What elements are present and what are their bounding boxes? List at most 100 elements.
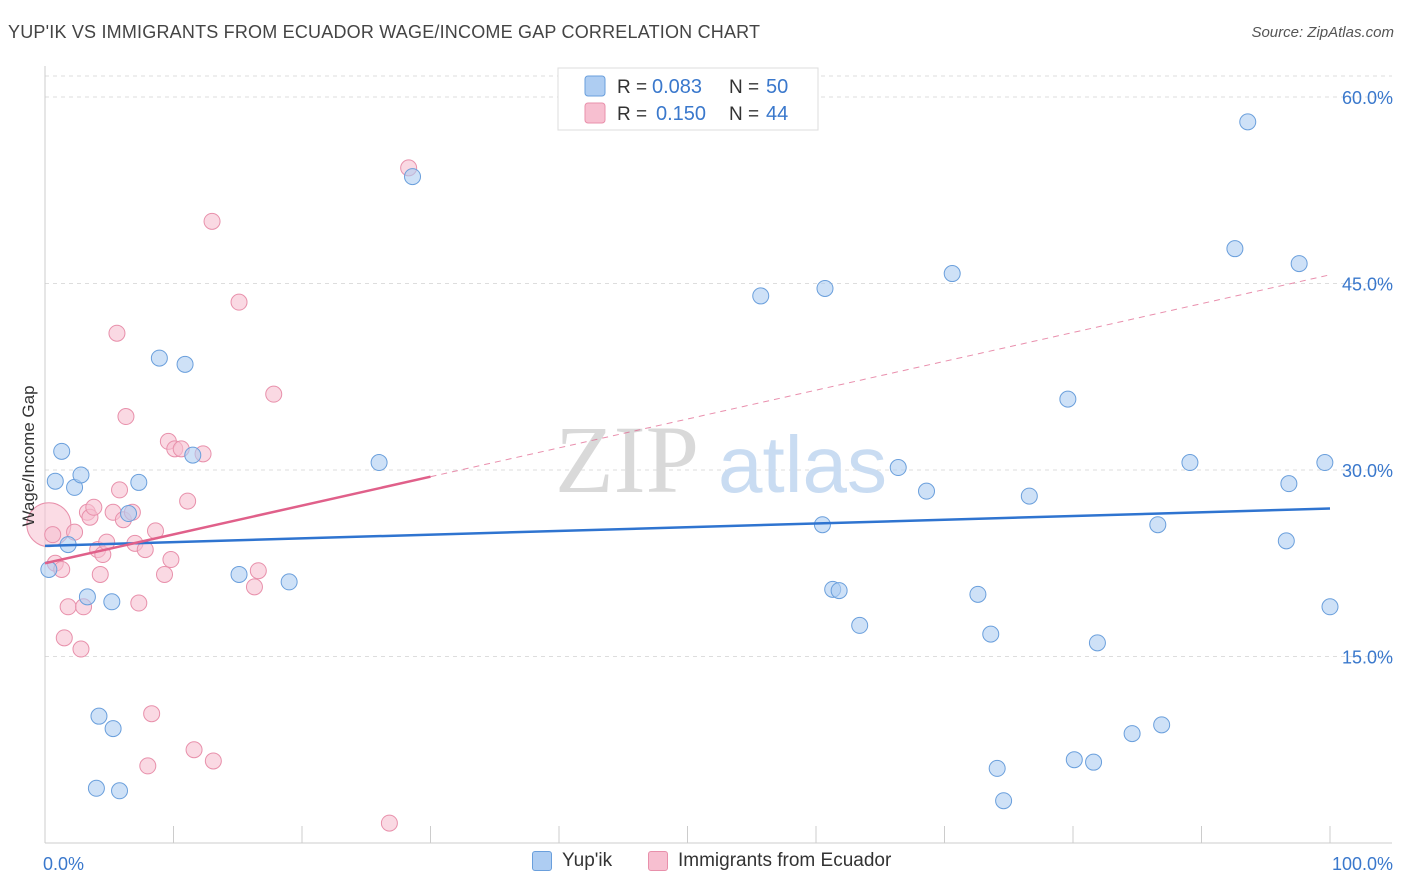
series-yupik-points (40, 113, 1339, 810)
yupik-point (87, 779, 105, 797)
legend-top: R = 0.083 N = 50 R = 0.150 N = 44 (557, 67, 819, 131)
yupik-point (1290, 255, 1308, 273)
legend-n-value-yupik: 50 (766, 76, 788, 98)
legend-bottom-label-yupik: Yup'ik (562, 850, 613, 871)
legend-n-label-ecuador: N = (729, 104, 759, 125)
yupik-point (1277, 532, 1295, 550)
legend-swatch-yupik (584, 75, 606, 97)
source-credit: Source: ZipAtlas.com (1251, 24, 1394, 41)
legend-bottom-item-ecuador: Immigrants from Ecuador (648, 850, 891, 872)
axes (44, 66, 1392, 844)
ecuador-point (117, 408, 135, 426)
legend-r-value-ecuador: 0.150 (656, 103, 706, 125)
ecuador-point (59, 598, 77, 616)
trend-lines (44, 274, 1331, 565)
ecuador-point (55, 629, 73, 647)
yupik-point (1226, 240, 1244, 258)
yupik-point (280, 573, 298, 591)
yupik-point (851, 616, 869, 634)
ecuador-trend-line-solid (44, 475, 431, 565)
ecuador-point (111, 481, 129, 499)
ecuador-point (203, 212, 221, 230)
yupik-point (40, 560, 58, 578)
yupik-point (1149, 516, 1167, 534)
yupik-point (1059, 390, 1077, 408)
yupik-point (1085, 753, 1103, 771)
ecuador-point (245, 578, 263, 596)
yupik-point (813, 516, 831, 534)
gridlines (45, 75, 1392, 657)
yupik-point (104, 720, 122, 738)
legend-r-value-yupik: 0.083 (652, 76, 702, 98)
yupik-point (830, 582, 848, 600)
yupik-point (752, 287, 770, 305)
yupik-trend-line (44, 507, 1331, 548)
yupik-point (176, 355, 194, 373)
legend-bottom-item-yupik: Yup'ik (532, 850, 612, 872)
yupik-point (111, 782, 129, 800)
ecuador-point (108, 324, 126, 342)
legend-bottom-label-ecuador: Immigrants from Ecuador (678, 850, 892, 871)
tick-labels: 15.0% 30.0% 45.0% 60.0% 0.0% 100.0% (43, 88, 1393, 874)
yupik-point (130, 473, 148, 491)
ecuador-point (162, 551, 180, 569)
ecuador-point (130, 594, 148, 612)
y-tick-label: 30.0% (1342, 461, 1393, 481)
chart-title: YUP'IK VS IMMIGRANTS FROM ECUADOR WAGE/I… (8, 22, 761, 42)
yupik-point (1316, 454, 1334, 472)
yupik-point (995, 792, 1013, 810)
watermark-zip: ZIP (555, 406, 699, 513)
yupik-point (988, 759, 1006, 777)
ecuador-point (230, 293, 248, 311)
yupik-point (72, 466, 90, 484)
legend-r-label-ecuador: R = (617, 104, 647, 125)
y-tick-label: 60.0% (1342, 88, 1393, 108)
legend-bottom: Yup'ik Immigrants from Ecuador (0, 850, 1406, 878)
yupik-point (184, 446, 202, 464)
yupik-point (969, 585, 987, 603)
ecuador-point (179, 492, 197, 510)
yupik-point (230, 565, 248, 583)
yupik-point (1239, 113, 1257, 131)
yupik-point (1153, 716, 1171, 734)
legend-bottom-swatch-ecuador (648, 851, 668, 871)
y-axis-label: Wage/Income Gap (19, 385, 38, 526)
yupik-point (404, 168, 422, 186)
ecuador-point (44, 526, 62, 544)
ecuador-point (156, 565, 174, 583)
legend-n-label-yupik: N = (729, 77, 759, 98)
yupik-point (1123, 725, 1141, 743)
ecuador-point (380, 814, 398, 832)
yupik-point (1020, 487, 1038, 505)
ecuador-point (72, 640, 90, 658)
yupik-point (150, 349, 168, 367)
y-tick-label: 45.0% (1342, 275, 1393, 295)
yupik-point (816, 279, 834, 297)
x-tick-label-min: 0.0% (43, 854, 84, 874)
yupik-point (1065, 751, 1083, 769)
legend-swatch-ecuador (584, 102, 606, 124)
ecuador-point (204, 752, 222, 770)
series-ecuador-points (26, 159, 418, 832)
yupik-point (53, 442, 71, 460)
ecuador-point (143, 705, 161, 723)
legend-n-value-ecuador: 44 (766, 103, 788, 125)
yupik-point (943, 265, 961, 283)
legend-bottom-swatch-yupik (532, 851, 552, 871)
yupik-point (103, 593, 121, 611)
y-tick-label: 15.0% (1342, 648, 1393, 668)
ecuador-point (185, 741, 203, 759)
yupik-point (982, 625, 1000, 643)
yupik-point (1321, 598, 1339, 616)
yupik-point (90, 707, 108, 725)
ecuador-point (85, 498, 103, 516)
watermark-atlas: atlas (718, 420, 887, 509)
legend-r-label-yupik: R = (617, 77, 647, 98)
yupik-point (918, 482, 936, 500)
yupik-point (1280, 475, 1298, 493)
yupik-point (889, 459, 907, 477)
ecuador-point (265, 385, 283, 403)
yupik-point (46, 472, 64, 490)
x-tick-label-max: 100.0% (1332, 854, 1393, 874)
